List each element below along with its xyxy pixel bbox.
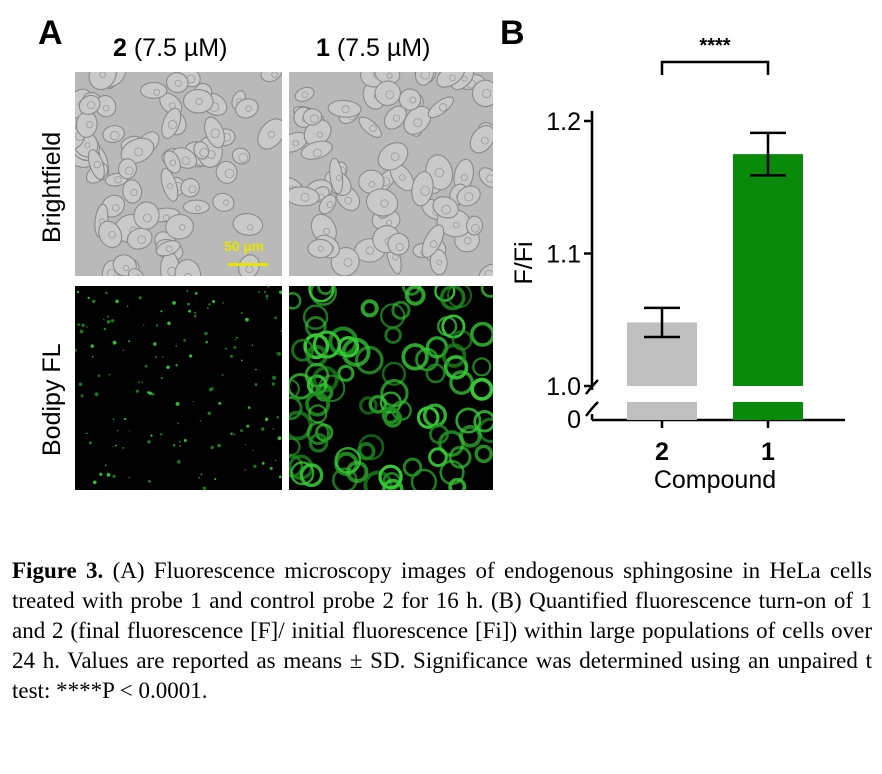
y-break-label: 0 bbox=[567, 406, 581, 434]
column-compound-1: 1 bbox=[316, 34, 330, 62]
scale-bar bbox=[228, 263, 268, 266]
bar-compound-1 bbox=[733, 154, 803, 386]
brightfield-image-compound-2 bbox=[75, 72, 282, 276]
error-bar-compound-2 bbox=[644, 306, 680, 339]
column-compound-2: 2 bbox=[113, 34, 127, 62]
x-tick-label-1: 1 bbox=[761, 438, 775, 466]
error-bar-compound-1 bbox=[750, 131, 786, 177]
bar-base-compound-1 bbox=[733, 402, 803, 420]
column-conc-1: (7.5 µM) bbox=[336, 34, 431, 62]
scale-bar-label: 50 µm bbox=[224, 238, 264, 254]
row-label-bodipy: Bodipy FL bbox=[38, 343, 66, 456]
bar-base-compound-2 bbox=[627, 402, 697, 420]
significance-bracket bbox=[660, 60, 770, 75]
fluorescence-image-compound-1 bbox=[289, 286, 493, 490]
column-header-compound-1: 1 (7.5 µM) bbox=[316, 36, 430, 61]
y-tick-label-0: 1.0 bbox=[546, 373, 581, 401]
figure-caption: Figure 3. (A) Fluorescence microscopy im… bbox=[12, 556, 872, 706]
significance-label: **** bbox=[699, 35, 730, 57]
y-tick-label-1: 1.1 bbox=[546, 241, 581, 269]
row-label-brightfield: Brightfield bbox=[38, 131, 66, 243]
brightfield-image-compound-1 bbox=[289, 72, 493, 276]
fluorescence-image-compound-2 bbox=[75, 286, 282, 490]
y-tick-label-2: 1.2 bbox=[546, 108, 581, 136]
column-conc-2: (7.5 µM) bbox=[133, 34, 228, 62]
panel-b-letter: B bbox=[500, 14, 525, 52]
caption-text: (A) Fluorescence microscopy images of en… bbox=[12, 558, 872, 703]
x-axis-label: Compound bbox=[654, 466, 776, 494]
y-axis-label: F/Fi bbox=[510, 241, 538, 284]
column-header-compound-2: 2 (7.5 µM) bbox=[113, 36, 227, 61]
x-tick-label-2: 2 bbox=[655, 438, 669, 466]
caption-lead: Figure 3. bbox=[12, 558, 104, 583]
panel-a-letter: A bbox=[38, 14, 63, 52]
